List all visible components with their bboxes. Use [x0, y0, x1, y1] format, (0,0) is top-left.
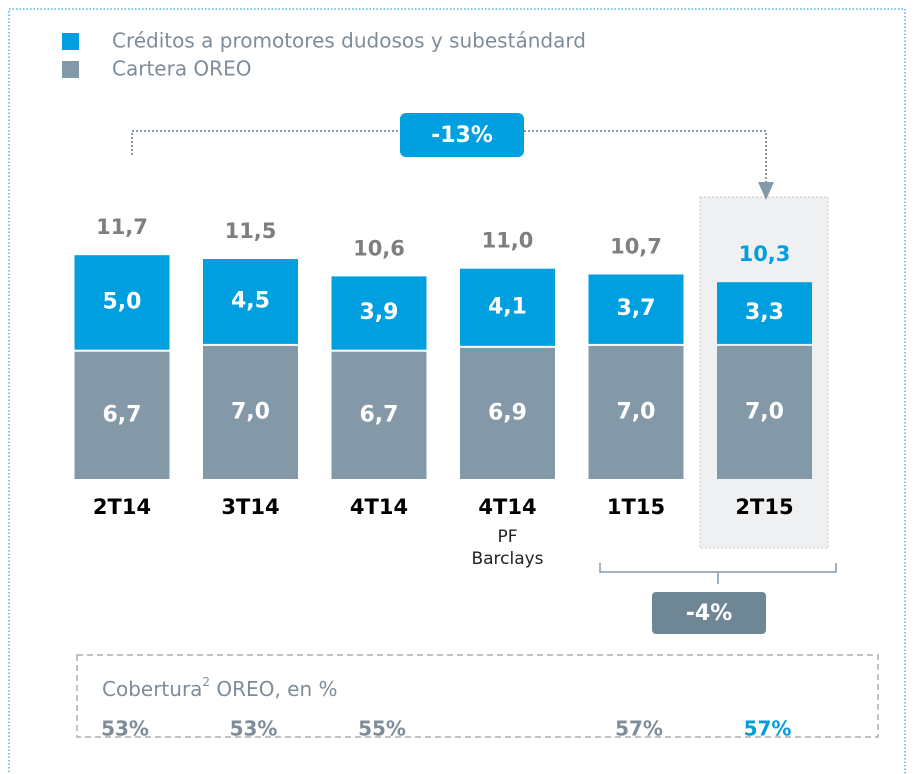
coverage-title: Cobertura2 OREO, en % [102, 675, 338, 701]
bar-segment [203, 345, 298, 479]
category-label: 4T14 [350, 495, 408, 519]
value-label: 3,9 [360, 300, 399, 325]
bracket-13 [131, 130, 767, 190]
bar-segment [460, 347, 555, 479]
value-label: 3,3 [745, 300, 784, 325]
superscript: 2 [202, 675, 210, 689]
coverage-value: 53% [230, 717, 278, 741]
legend-label: Cartera OREO [112, 57, 251, 81]
arrow [758, 182, 774, 200]
bar-segment [331, 276, 427, 350]
frame [8, 8, 906, 774]
value-label: 4,1 [488, 294, 527, 319]
coverage-value: 55% [358, 717, 406, 741]
value-label: 3,7 [617, 296, 656, 321]
coverage-title-rest: OREO, en % [210, 677, 337, 701]
bar-segment [460, 268, 555, 346]
category-note: PF Barclays [471, 527, 543, 569]
coverage-box [76, 654, 879, 738]
category-label: 1T15 [607, 495, 665, 519]
coverage-value: 53% [101, 717, 149, 741]
value-label: 7,0 [617, 399, 656, 424]
bracket-4 [599, 563, 837, 584]
legend-swatch [62, 33, 79, 50]
legend-swatch [62, 61, 79, 78]
value-label: 5,0 [103, 289, 142, 314]
annotation: -4% [686, 601, 732, 626]
note-line: PF [497, 527, 517, 547]
total-label: 11,0 [482, 229, 534, 253]
value-label: 6,7 [360, 402, 399, 427]
total-label: 10,3 [739, 242, 791, 266]
value-label: 6,7 [103, 402, 142, 427]
total-label: 10,6 [353, 236, 405, 260]
category-label: 2T14 [93, 495, 151, 519]
value-label: 6,9 [488, 400, 527, 425]
total-label: 10,7 [610, 234, 662, 258]
bar-segment [717, 345, 812, 479]
bar-segment [74, 351, 170, 479]
annotation-box [652, 592, 766, 634]
coverage-value: 57% [744, 717, 792, 741]
coverage-value: 57% [615, 717, 663, 741]
note-line: Barclays [471, 549, 543, 569]
bar-segment [588, 274, 684, 344]
category-label: 3T14 [221, 495, 279, 519]
bar-segment [203, 259, 298, 344]
bar-segment [74, 255, 170, 350]
category-label: 2T15 [735, 495, 793, 519]
value-label: 7,0 [231, 399, 270, 424]
bar-segment [331, 351, 427, 479]
annotation: -13% [431, 123, 493, 148]
category-label: 4T14 [478, 495, 536, 519]
annotation-box [400, 113, 524, 157]
value-label: 7,0 [745, 399, 784, 424]
bar-segment [588, 345, 684, 479]
bar-segment [717, 282, 812, 344]
total-label: 11,7 [96, 215, 148, 239]
coverage-title-text: Cobertura [102, 677, 202, 701]
total-label: 11,5 [225, 219, 277, 243]
legend-label: Créditos a promotores dudosos y subestán… [112, 29, 586, 53]
value-label: 4,5 [231, 288, 270, 313]
